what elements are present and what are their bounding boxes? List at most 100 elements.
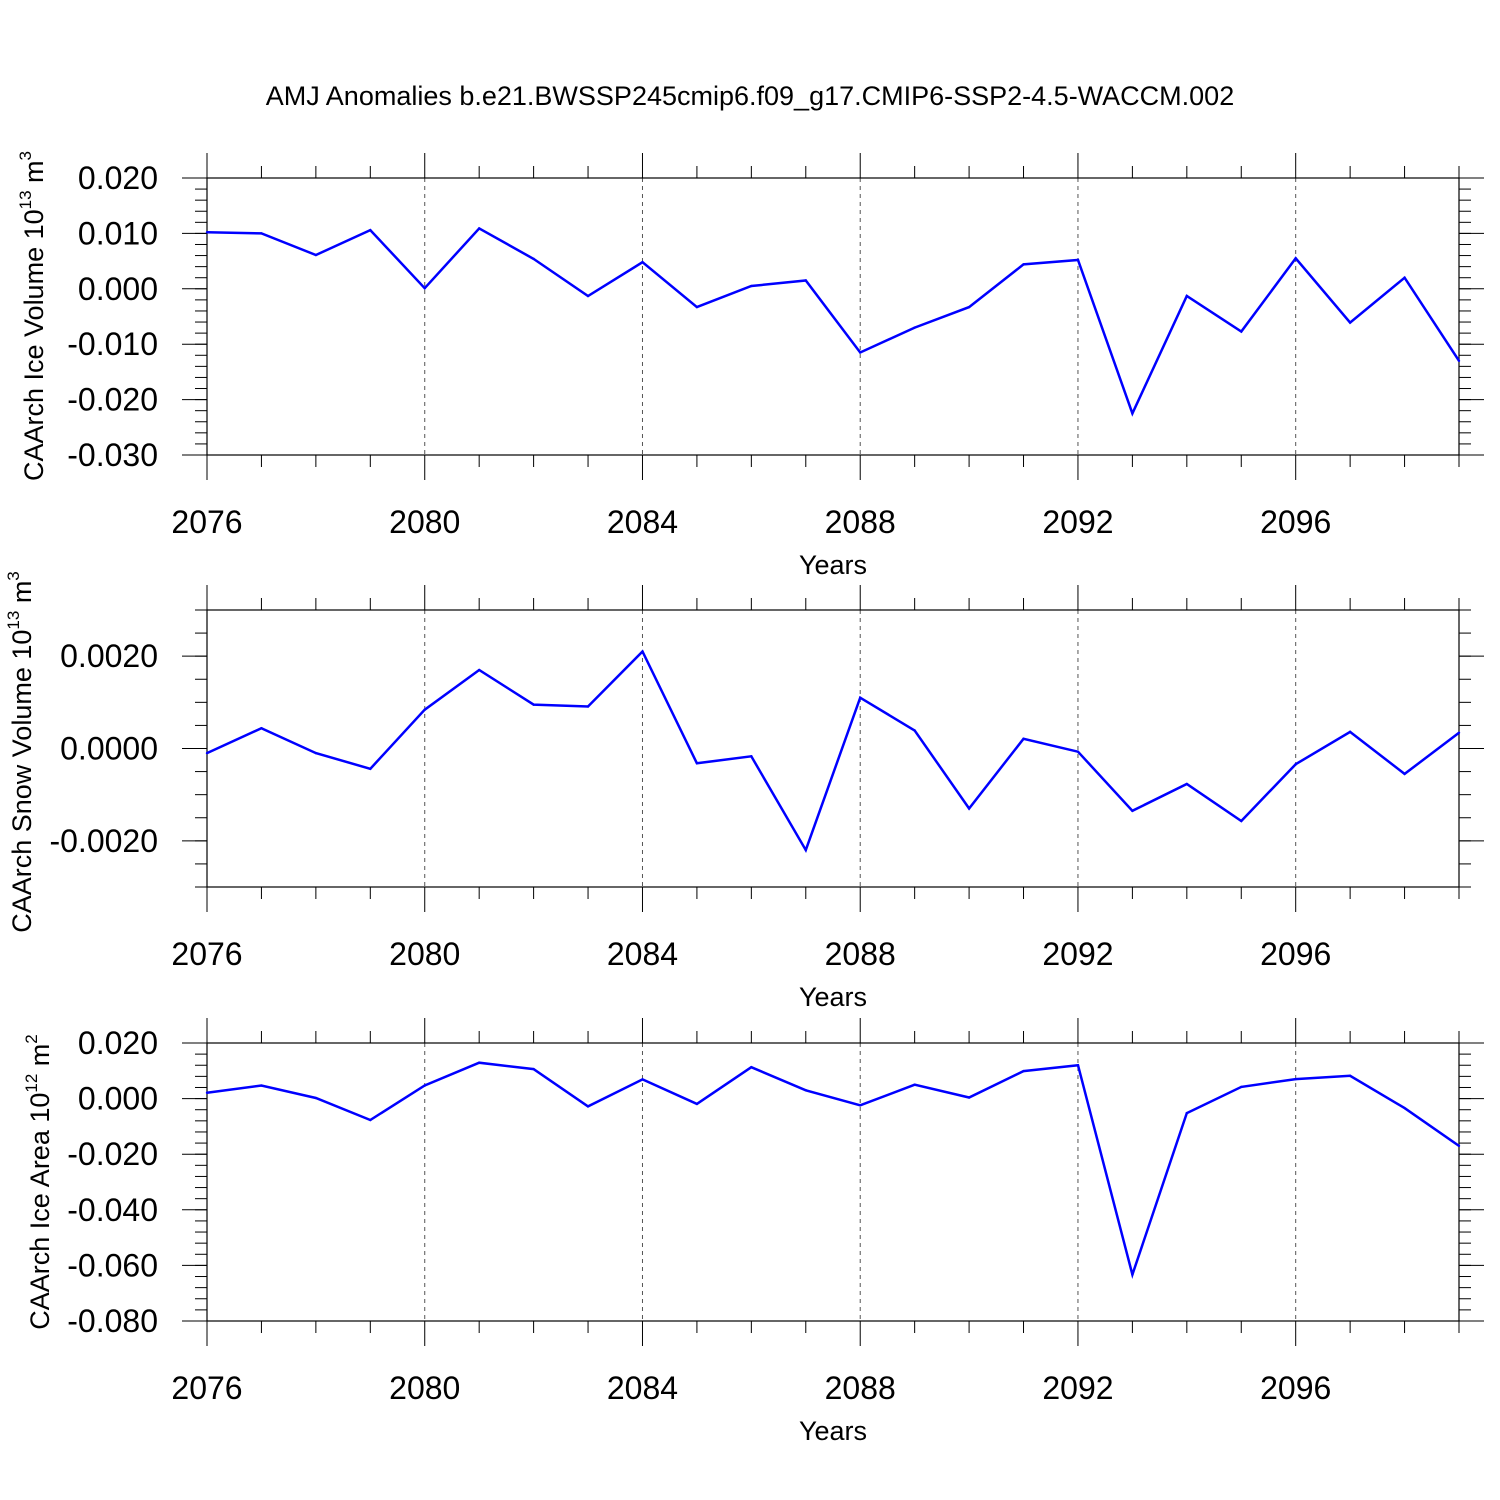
y-axis-label: CAArch Ice Volume 1013 m3	[16, 151, 49, 481]
y-label-text: CAArch Ice Area 10	[25, 1093, 55, 1330]
data-point	[695, 305, 699, 309]
x-tick-label: 2092	[1042, 1370, 1113, 1406]
data-point	[1022, 737, 1025, 741]
data-point	[750, 755, 753, 758]
data-point	[205, 231, 209, 234]
data-point	[314, 253, 318, 257]
y-label-exponent: 12	[22, 1074, 41, 1093]
x-tick-label: 2088	[825, 504, 896, 540]
data-point	[1076, 750, 1080, 753]
y-label-text: CAArch Snow Volume 10	[7, 630, 37, 933]
y-axis-label: CAArch Snow Volume 1013 m3	[4, 571, 37, 933]
data-point	[314, 1096, 318, 1100]
series-line	[206, 1061, 1460, 1279]
chart-title: AMJ Anomalies b.e21.BWSSP245cmip6.f09_g1…	[266, 81, 1234, 111]
panel-2: -0.0020 0.0000 0.0020 2076 2080 2084 2088 2092 2…	[4, 571, 1484, 1012]
data-point	[477, 227, 481, 230]
y-tick-label: -0.010	[67, 326, 158, 362]
y-tick-label: 0.020	[78, 1025, 158, 1061]
data-point	[205, 1091, 209, 1094]
y-tick-label: 0.010	[78, 215, 158, 251]
x-tick-label: 2084	[607, 1370, 678, 1406]
data-point	[369, 767, 372, 771]
y-tick-label: 0.000	[78, 271, 158, 307]
y-label-text: CAArch Ice Volume 10	[19, 209, 49, 481]
data-point	[695, 762, 699, 765]
data-point	[859, 696, 862, 699]
data-point	[586, 1105, 590, 1108]
y-label-unit: m	[19, 160, 49, 190]
x-tick-label: 2080	[389, 936, 460, 972]
data-point	[423, 287, 426, 290]
data-point	[1403, 276, 1406, 279]
data-point	[532, 1067, 535, 1071]
x-tick-label: 2080	[389, 504, 460, 540]
data-point	[532, 703, 535, 706]
series-line	[206, 226, 1461, 417]
data-point	[1348, 730, 1352, 734]
y-tick-label: 0.0020	[60, 638, 158, 674]
x-tick-label: 2076	[171, 1370, 242, 1406]
data-point	[369, 1118, 372, 1122]
data-point	[750, 1065, 753, 1069]
y-tick-label: -0.020	[67, 1136, 158, 1172]
y-label-unit: m	[7, 581, 37, 611]
data-point	[804, 1089, 807, 1092]
data-point	[260, 232, 263, 235]
x-tick-label: 2076	[171, 936, 242, 972]
data-point	[1457, 1144, 1461, 1148]
x-tick-label: 2092	[1042, 504, 1113, 540]
x-tick-label: 2096	[1260, 936, 1331, 972]
data-point	[1022, 263, 1025, 266]
x-axis-label: Years	[799, 1416, 867, 1446]
x-tick-label: 2084	[607, 504, 678, 540]
data-point	[1131, 412, 1134, 415]
data-point	[477, 1061, 481, 1064]
y-tick-label: -0.060	[67, 1247, 158, 1283]
data-point	[586, 294, 590, 298]
data-point	[967, 1096, 971, 1099]
data-point	[859, 351, 862, 354]
x-tick-label: 2084	[607, 936, 678, 972]
panel-3: -0.080 -0.060 -0.040 -0.020 0.000 0.020 2076 20…	[22, 1018, 1484, 1446]
y-label-unit-exponent: 3	[4, 571, 23, 580]
y-label-unit: m	[25, 1044, 55, 1074]
y-label-exponent: 13	[16, 190, 35, 209]
data-point	[314, 751, 318, 755]
data-point	[1131, 809, 1134, 813]
data-point	[1348, 321, 1352, 324]
panel-1: -0.030 -0.020 -0.010 0.000 0.010 0.020 2076 208…	[16, 151, 1484, 580]
data-point	[1185, 782, 1189, 786]
data-point	[1294, 762, 1297, 766]
data-point	[205, 751, 209, 755]
data-point	[369, 228, 372, 232]
data-point	[586, 705, 590, 708]
y-tick-label: 0.0000	[60, 731, 158, 767]
y-tick-label: 0.000	[78, 1081, 158, 1117]
data-point	[1294, 257, 1297, 260]
data-point	[1076, 1064, 1080, 1067]
x-tick-label: 2088	[825, 1370, 896, 1406]
y-tick-label: -0.080	[67, 1303, 158, 1339]
data-point	[913, 729, 916, 732]
data-point	[477, 668, 481, 672]
data-point	[423, 1084, 426, 1087]
data-point	[1076, 258, 1080, 262]
x-tick-label: 2088	[825, 936, 896, 972]
data-point	[695, 1102, 699, 1106]
data-point	[913, 326, 916, 329]
data-point	[1457, 359, 1461, 363]
data-point	[859, 1104, 862, 1107]
series-line	[206, 649, 1460, 854]
data-point	[423, 708, 426, 711]
y-tick-label: -0.040	[67, 1192, 158, 1228]
data-point	[1403, 1106, 1406, 1110]
y-tick-label: -0.030	[67, 437, 158, 473]
y-axis-label: CAArch Ice Area 1012 m2	[22, 1034, 55, 1330]
data-point	[1131, 1273, 1134, 1276]
y-tick-label: -0.020	[67, 382, 158, 418]
x-axis-label: Years	[799, 982, 867, 1012]
y-label-unit-exponent: 3	[16, 151, 35, 160]
data-point	[1240, 1085, 1243, 1089]
data-point	[967, 807, 971, 810]
